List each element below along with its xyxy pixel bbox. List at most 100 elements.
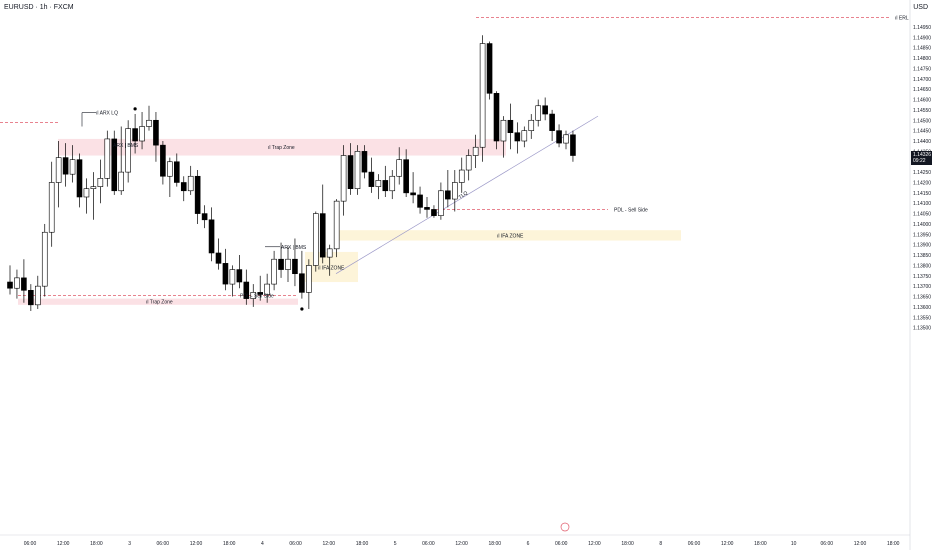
candle-body xyxy=(458,169,465,183)
candle-body xyxy=(21,277,27,291)
bar-countdown: 09:22 xyxy=(913,158,926,165)
swing-high-dot xyxy=(133,107,137,111)
candle-body xyxy=(382,180,389,192)
candle xyxy=(493,91,500,150)
candle-body xyxy=(445,190,451,200)
price-tick-label: 1.14750 xyxy=(913,66,931,72)
ifa-zone-large-label: ıl IFA ZONE xyxy=(497,233,524,239)
candle xyxy=(76,153,83,208)
time-tick-label: 4 xyxy=(261,541,264,547)
candle xyxy=(132,114,138,154)
candle-body xyxy=(340,155,347,202)
candle xyxy=(264,273,270,303)
time-tick-label: 06:00 xyxy=(821,541,834,547)
last-price-value: 1.14326 xyxy=(913,152,932,159)
candle xyxy=(41,223,48,297)
candle xyxy=(507,103,514,150)
time-tick-label: 3 xyxy=(128,541,131,547)
candle xyxy=(187,165,194,195)
candle-body xyxy=(250,292,257,299)
candle-body xyxy=(479,43,486,148)
candle-body xyxy=(396,159,403,177)
candle xyxy=(451,170,458,212)
event-marker-icon xyxy=(560,522,570,532)
candle xyxy=(563,130,569,150)
candle xyxy=(368,157,375,193)
price-tick-label: 1.14000 xyxy=(913,222,931,228)
price-tick-label: 1.14100 xyxy=(913,201,931,207)
pdl-sell-side-top-label: PDL - Sell Side xyxy=(614,208,648,214)
lines-layer xyxy=(0,17,890,296)
time-tick-label: 18:00 xyxy=(621,541,634,547)
candle-body xyxy=(153,119,159,146)
candle xyxy=(201,205,208,229)
symbol-title[interactable]: EURUSD · 1h · FXCM xyxy=(4,4,74,11)
candle xyxy=(542,97,548,121)
time-tick-label: 06:00 xyxy=(289,541,302,547)
candle xyxy=(222,248,229,291)
candle xyxy=(174,153,180,187)
candle-body xyxy=(243,281,250,299)
price-tick-label: 1.14450 xyxy=(913,129,931,135)
candle xyxy=(292,238,298,287)
candle xyxy=(125,120,131,183)
candle-body xyxy=(167,161,173,177)
arx-lq-label: ıl ARX LQ xyxy=(96,111,118,117)
candle xyxy=(34,275,41,309)
candle xyxy=(271,250,277,291)
candle-body xyxy=(201,213,208,221)
candle-body xyxy=(389,175,396,192)
trap-zone-bottom xyxy=(18,298,298,305)
candle xyxy=(14,269,20,299)
time-tick-label: 18:00 xyxy=(489,541,502,547)
candle xyxy=(333,199,340,258)
annotation-labels-layer: ıl ERL ıl Trap Zone ıl Trap Zone ıl ARX LQ A… xyxy=(96,16,909,306)
candle xyxy=(285,246,291,283)
candle xyxy=(319,184,326,264)
swing-low-dot xyxy=(300,307,304,311)
candle xyxy=(236,255,243,289)
time-tick-label: 12:00 xyxy=(854,541,867,547)
candle-body xyxy=(34,285,41,306)
candle xyxy=(21,259,27,303)
time-axis[interactable]: 06:00 12:00 18:00 3 06:00 12:00 18:00 4 06:00 12:… xyxy=(0,522,910,547)
candle-body xyxy=(14,277,20,289)
price-tick-label: 1.14550 xyxy=(913,108,931,114)
candle xyxy=(438,182,444,220)
candle-body xyxy=(472,146,479,156)
candle xyxy=(208,207,215,262)
candle-body xyxy=(319,213,326,258)
candle-body xyxy=(333,200,340,250)
candle-body xyxy=(139,126,145,142)
price-tick-label: 1.14250 xyxy=(913,170,931,176)
price-tick-label: 1.13850 xyxy=(913,253,931,259)
candle xyxy=(160,141,166,185)
candle xyxy=(243,269,250,305)
candle xyxy=(180,176,187,202)
candle-body xyxy=(48,182,55,233)
time-tick-label: 12:00 xyxy=(190,541,203,547)
candle xyxy=(354,145,361,195)
candle xyxy=(382,165,389,197)
trendline xyxy=(335,115,599,275)
candle xyxy=(215,238,222,270)
time-tick-label: 12:00 xyxy=(57,541,70,547)
candle xyxy=(340,145,347,216)
candle xyxy=(472,134,479,168)
candle-body xyxy=(535,105,542,121)
candle-body xyxy=(368,171,375,187)
candle xyxy=(7,265,13,295)
price-tick-label: 1.14650 xyxy=(913,87,931,93)
price-tick-label: 1.14150 xyxy=(913,191,931,197)
price-axis[interactable]: 1.14950 1.14900 1.14850 1.14800 1.14750 1.147… xyxy=(909,0,931,550)
candle xyxy=(312,211,319,272)
candle-body xyxy=(361,151,368,173)
time-tick-label: 12:00 xyxy=(455,541,468,547)
price-tick-label: 1.14500 xyxy=(913,118,931,124)
currency-label[interactable]: USD xyxy=(913,4,928,11)
candle-body xyxy=(424,207,430,210)
candle xyxy=(403,149,409,197)
price-tick-label: 1.14900 xyxy=(913,35,931,41)
candle xyxy=(250,284,257,307)
